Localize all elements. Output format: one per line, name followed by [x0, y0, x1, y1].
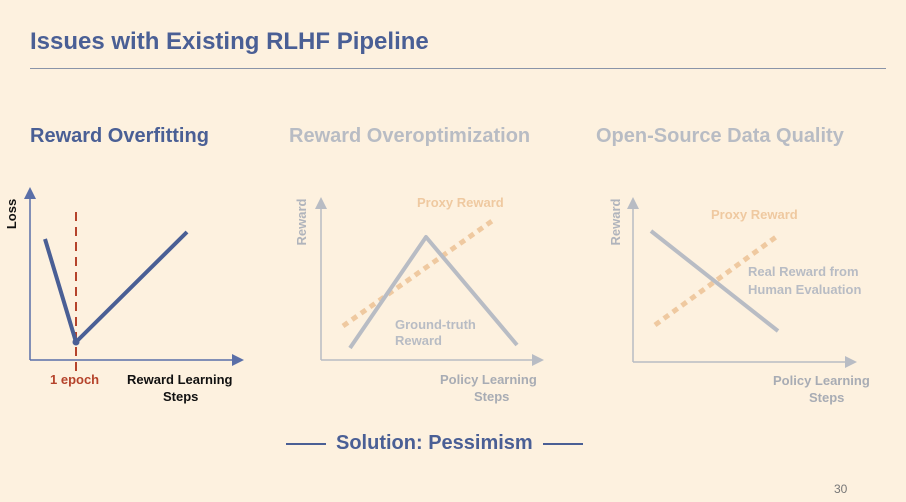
- y-axis-label: Loss: [4, 199, 19, 229]
- ground-truth-reward-curve: [348, 235, 519, 350]
- y-axis-label: Reward: [294, 198, 309, 245]
- slide-title: Issues with Existing RLHF Pipeline: [30, 28, 429, 55]
- x-axis-label-line2: Steps: [809, 390, 844, 405]
- ground-truth-label-line2: Reward: [395, 333, 442, 348]
- x-axis-label-line2: Steps: [163, 389, 198, 404]
- panel-heading-reward-overfitting: Reward Overfitting: [30, 125, 209, 147]
- proxy-reward-label: Proxy Reward: [711, 207, 798, 222]
- real-reward-label-line2: Human Evaluation: [748, 282, 861, 297]
- panel-reward-overfitting: Loss 1 epoch Reward Learning Steps: [4, 187, 244, 404]
- solution-dash-left: [286, 442, 326, 445]
- solution-text: Solution: Pessimism: [336, 432, 533, 454]
- loss-curve: [43, 230, 189, 344]
- panel-reward-overoptimization: Reward Proxy Reward Ground-truth Reward …: [294, 195, 544, 404]
- proxy-reward-label: Proxy Reward: [417, 195, 504, 210]
- y-axis-label: Reward: [608, 198, 623, 245]
- x-axis-label-line1: Reward Learning: [127, 372, 233, 387]
- x-axis-label-line1: Policy Learning: [773, 373, 870, 388]
- panel-data-quality: Reward Proxy Reward Real Reward from Hum…: [608, 197, 870, 405]
- title-divider: [30, 68, 886, 69]
- epoch-label: 1 epoch: [50, 372, 99, 387]
- proxy-reward-line: [341, 218, 494, 329]
- proxy-reward-line: [653, 234, 778, 328]
- panel-heading-reward-overoptimization: Reward Overoptimization: [289, 125, 531, 147]
- x-axis-label-line2: Steps: [474, 389, 509, 404]
- real-reward-line: [649, 229, 780, 333]
- solution-dash-right: [542, 442, 583, 445]
- real-reward-label-line1: Real Reward from: [748, 264, 859, 279]
- page-number: 30: [834, 482, 848, 496]
- x-axis-label-line1: Policy Learning: [440, 372, 537, 387]
- solution-banner: Solution: Pessimism: [286, 432, 583, 455]
- ground-truth-label-line1: Ground-truth: [395, 317, 476, 332]
- panel-heading-data-quality: Open-Source Data Quality: [596, 125, 844, 147]
- loss-minimum-point: [72, 338, 80, 346]
